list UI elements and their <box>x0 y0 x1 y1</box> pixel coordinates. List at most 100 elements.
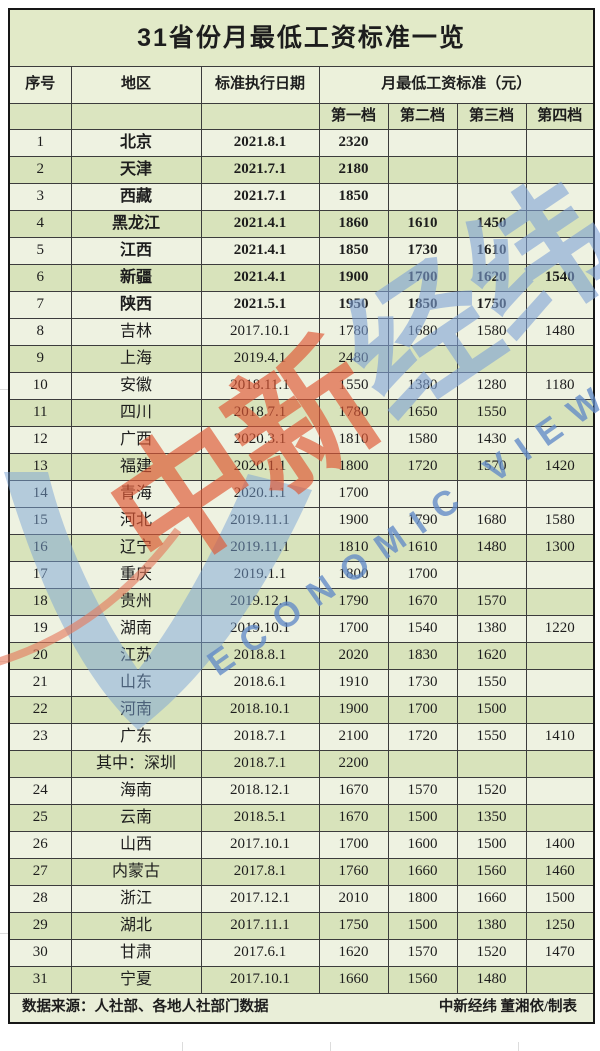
page-title: 31省份月最低工资标准一览 <box>8 8 595 67</box>
wage-table: 31省份月最低工资标准一览 序号 地区 标准执行日期 月最低工资标准（元） 第一… <box>8 8 596 1024</box>
cell-region: 内蒙古 <box>70 858 202 886</box>
cell-tier1: 1900 <box>318 507 389 535</box>
cell-tier2: 1790 <box>387 507 458 535</box>
cell-date: 2019.1.1 <box>200 561 320 589</box>
cell-date: 2017.12.1 <box>200 885 320 913</box>
cell-date: 2017.10.1 <box>200 318 320 346</box>
cell-seq: 9 <box>8 345 72 373</box>
cell-tier1: 1800 <box>318 561 389 589</box>
cell-tier4 <box>525 669 595 697</box>
cell-tier1: 2100 <box>318 723 389 751</box>
cell-tier1: 1780 <box>318 318 389 346</box>
cell-seq: 4 <box>8 210 72 238</box>
table-row: 23 广东 2018.7.1 2100 1720 1550 1410 <box>8 723 595 751</box>
table-row: 9 上海 2019.4.1 2480 <box>8 345 595 373</box>
table-row: 19 湖南 2019.10.1 1700 1540 1380 1220 <box>8 615 595 643</box>
cell-tier3: 1380 <box>456 912 527 940</box>
table-row: 25 云南 2018.5.1 1670 1500 1350 <box>8 804 595 832</box>
cell-tier4: 1220 <box>525 615 595 643</box>
cell-tier3: 1550 <box>456 723 527 751</box>
cell-tier4: 1480 <box>525 318 595 346</box>
cell-tier2 <box>387 156 458 184</box>
col-header-tier3: 第三档 <box>456 103 527 130</box>
cell-tier1: 2020 <box>318 642 389 670</box>
cell-tier3 <box>456 156 527 184</box>
col-header-tier1: 第一档 <box>318 103 389 130</box>
cell-region: 山东 <box>70 669 202 697</box>
cell-date: 2021.4.1 <box>200 210 320 238</box>
cell-tier2: 1720 <box>387 723 458 751</box>
table-row: 1 北京 2021.8.1 2320 <box>8 129 595 157</box>
cell-tier1: 1660 <box>318 966 389 994</box>
table-row: 12 广西 2020.3.1 1810 1580 1430 <box>8 426 595 454</box>
cell-region: 上海 <box>70 345 202 373</box>
cell-region: 宁夏 <box>70 966 202 994</box>
cell-tier3: 1620 <box>456 264 527 292</box>
table-row: 10 安徽 2018.11.1 1550 1380 1280 1180 <box>8 372 595 400</box>
cell-tier1: 1620 <box>318 939 389 967</box>
cell-seq: 24 <box>8 777 72 805</box>
cell-tier2: 1570 <box>387 939 458 967</box>
cell-region: 北京 <box>70 129 202 157</box>
cell-region: 江苏 <box>70 642 202 670</box>
cell-seq: 31 <box>8 966 72 994</box>
gridline <box>182 1042 183 1051</box>
cell-tier2: 1730 <box>387 669 458 697</box>
col-header-seq: 序号 <box>8 66 72 104</box>
cell-tier4 <box>525 345 595 373</box>
cell-tier4 <box>525 561 595 589</box>
cell-date: 2021.7.1 <box>200 156 320 184</box>
cell-tier3 <box>456 561 527 589</box>
cell-date: 2018.7.1 <box>200 723 320 751</box>
cell-tier3: 1680 <box>456 507 527 535</box>
cell-date: 2018.12.1 <box>200 777 320 805</box>
gridline <box>0 933 8 934</box>
cell-seq: 30 <box>8 939 72 967</box>
cell-tier3: 1560 <box>456 858 527 886</box>
cell-tier2 <box>387 750 458 778</box>
cell-tier4 <box>525 696 595 724</box>
cell-tier3: 1520 <box>456 939 527 967</box>
cell-date: 2019.11.1 <box>200 507 320 535</box>
cell-tier3 <box>456 183 527 211</box>
cell-tier4: 1540 <box>525 264 595 292</box>
cell-tier3 <box>456 750 527 778</box>
cell-tier1: 2480 <box>318 345 389 373</box>
cell-tier1: 1810 <box>318 534 389 562</box>
cell-date: 2020.1.1 <box>200 453 320 481</box>
cell-date: 2017.8.1 <box>200 858 320 886</box>
cell-tier4 <box>525 480 595 508</box>
table-row: 14 青海 2020.1.1 1700 <box>8 480 595 508</box>
cell-tier4: 1410 <box>525 723 595 751</box>
subheader-empty-seq <box>8 103 72 130</box>
cell-date: 2021.8.1 <box>200 129 320 157</box>
table-row: 6 新疆 2021.4.1 1900 1700 1620 1540 <box>8 264 595 292</box>
cell-region: 吉林 <box>70 318 202 346</box>
table-row: 15 河北 2019.11.1 1900 1790 1680 1580 <box>8 507 595 535</box>
cell-seq: 29 <box>8 912 72 940</box>
cell-region: 浙江 <box>70 885 202 913</box>
cell-tier4 <box>525 426 595 454</box>
cell-tier4 <box>525 399 595 427</box>
cell-date: 2019.10.1 <box>200 615 320 643</box>
cell-tier2: 1500 <box>387 804 458 832</box>
table-row: 其中：深圳 2018.7.1 2200 <box>8 750 595 778</box>
data-source-note: 数据来源：人社部、各地人社部门数据 <box>22 999 269 1016</box>
col-header-region: 地区 <box>70 66 202 104</box>
cell-region: 海南 <box>70 777 202 805</box>
cell-tier1: 1900 <box>318 264 389 292</box>
cell-seq: 17 <box>8 561 72 589</box>
cell-region: 湖南 <box>70 615 202 643</box>
cell-date: 2021.5.1 <box>200 291 320 319</box>
cell-tier3 <box>456 345 527 373</box>
table-row: 24 海南 2018.12.1 1670 1570 1520 <box>8 777 595 805</box>
cell-tier4: 1400 <box>525 831 595 859</box>
col-header-wage-group: 月最低工资标准（元） <box>318 66 595 104</box>
cell-region: 其中：深圳 <box>70 750 202 778</box>
cell-region: 四川 <box>70 399 202 427</box>
cell-tier2: 1650 <box>387 399 458 427</box>
cell-tier1: 1900 <box>318 696 389 724</box>
cell-seq: 13 <box>8 453 72 481</box>
cell-tier3: 1520 <box>456 777 527 805</box>
table-row: 7 陕西 2021.5.1 1950 1850 1750 <box>8 291 595 319</box>
